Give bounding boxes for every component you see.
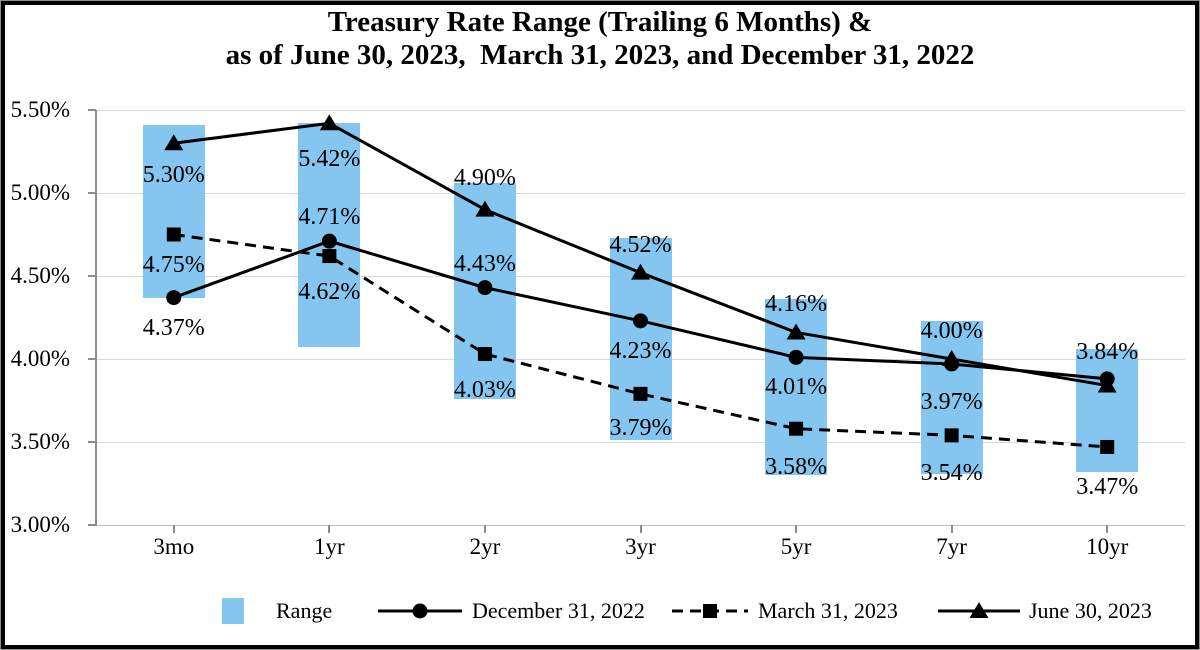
x-axis-tick [328, 525, 331, 533]
data-label: 3.84% [1076, 338, 1139, 365]
legend-june-label: June 30, 2023 [1029, 598, 1152, 623]
x-axis-tick [483, 525, 486, 533]
x-axis-label: 3mo [153, 534, 195, 559]
range-bar [142, 124, 205, 298]
square-marker [1100, 439, 1115, 454]
square-marker [633, 386, 648, 401]
range-bar [920, 320, 983, 474]
x-axis-label: 2yr [469, 534, 501, 559]
data-label: 5.42% [298, 146, 361, 173]
x-axis-tick [795, 525, 798, 533]
y-axis-tick [88, 109, 96, 111]
data-label: 3.97% [920, 388, 983, 415]
x-axis-label: 7yr [936, 534, 967, 559]
chart-title: Treasury Rate Range (Trailing 6 Months) … [0, 6, 1200, 72]
y-axis-tick [88, 358, 96, 360]
data-label: 4.75% [142, 251, 205, 278]
x-axis-label: 1yr [314, 534, 345, 559]
triangle-marker [164, 134, 184, 151]
y-axis-tick [88, 524, 96, 526]
data-label: 4.43% [453, 250, 516, 277]
square-marker [166, 227, 181, 242]
y-axis-label: 3.00% [10, 512, 70, 537]
x-axis-tick [1106, 525, 1109, 533]
y-axis-tick [88, 441, 96, 443]
data-label: 3.58% [765, 453, 828, 480]
circle-marker [166, 290, 182, 306]
triangle-marker [942, 350, 962, 366]
triangle-marker [319, 114, 339, 131]
legend-item-range: Range [222, 594, 332, 628]
data-label: 4.71% [298, 204, 361, 231]
square-marker [477, 347, 492, 362]
x-axis-label: 5yr [780, 534, 812, 559]
triangle-marker [1097, 376, 1117, 393]
y-axis-tick [88, 275, 96, 277]
legend-range-label: Range [276, 598, 333, 623]
y-axis-line [95, 110, 97, 526]
legend-december-label: December 31, 2022 [472, 598, 645, 623]
data-label: 4.03% [453, 377, 516, 404]
x-axis-tick [639, 525, 642, 533]
legend-range-swatch [222, 598, 244, 624]
data-label: 5.30% [142, 162, 205, 189]
circle-marker [477, 280, 493, 296]
data-label: 4.16% [765, 291, 828, 318]
legend-solid-line-triangle-icon [938, 602, 1020, 618]
y-axis-tick [88, 192, 96, 194]
data-label: 4.37% [142, 314, 205, 341]
data-label: 3.54% [920, 460, 983, 487]
data-label: 4.90% [453, 164, 516, 191]
square-marker [322, 249, 337, 264]
x-axis-label: 10yr [1086, 534, 1129, 559]
data-label: 4.62% [298, 279, 361, 306]
data-label: 4.52% [609, 231, 672, 258]
y-axis-label: 5.00% [10, 180, 70, 205]
circle-marker [633, 313, 648, 329]
legend-solid-line-circle-icon [378, 603, 462, 619]
square-marker [789, 421, 804, 436]
y-axis-label: 5.50% [10, 97, 70, 122]
y-axis-label: 3.50% [10, 429, 70, 454]
data-label: 3.47% [1076, 473, 1139, 500]
y-axis-label: 4.00% [10, 346, 70, 371]
x-axis-tick [950, 525, 953, 533]
data-label: 3.79% [609, 414, 672, 441]
chart-title-line-2: as of June 30, 2023, March 31, 2023, and… [225, 39, 975, 71]
legend-dashed-line-square-icon [672, 604, 748, 618]
gridline [96, 441, 1185, 443]
legend-item-june-30-2023: June 30, 2023 [936, 594, 1152, 628]
data-label: 4.01% [765, 374, 828, 401]
chart-title-line-1: Treasury Rate Range (Trailing 6 Months) … [327, 6, 873, 38]
circle-marker [321, 233, 337, 249]
data-label: 4.23% [609, 337, 672, 364]
y-axis-label: 4.50% [10, 263, 70, 288]
square-marker [944, 428, 959, 443]
circle-marker [788, 349, 804, 365]
gridline [96, 192, 1185, 194]
legend-item-december-31-2022: December 31, 2022 [376, 594, 645, 628]
legend: Range December 31, 2022 March 31, 2023 J… [0, 594, 1200, 628]
data-label: 4.00% [920, 318, 983, 344]
triangle-marker [786, 323, 806, 340]
triangle-marker [475, 200, 495, 217]
gridline [96, 109, 1185, 111]
legend-item-march-31-2023: March 31, 2023 [670, 594, 898, 628]
triangle-marker [631, 263, 650, 280]
x-axis-label: 3yr [625, 534, 656, 559]
x-axis-tick [172, 525, 175, 533]
legend-march-label: March 31, 2023 [758, 598, 898, 623]
